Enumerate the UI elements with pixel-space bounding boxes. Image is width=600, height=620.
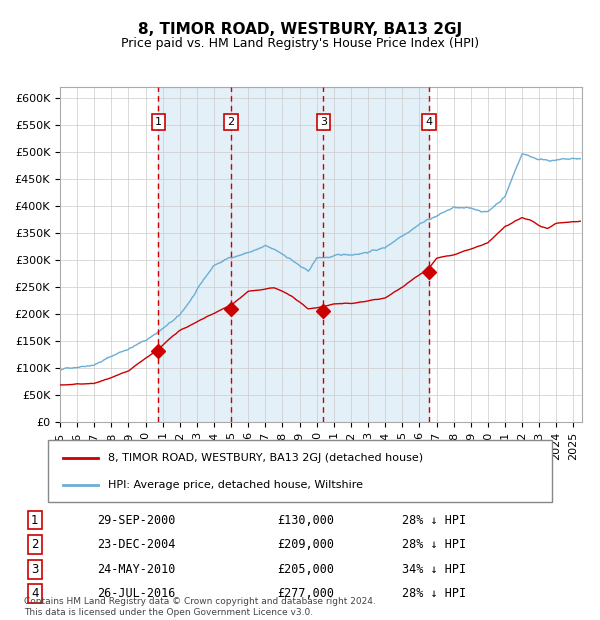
Text: 3: 3 xyxy=(31,562,38,575)
Text: 24-MAY-2010: 24-MAY-2010 xyxy=(97,562,175,575)
Text: 2: 2 xyxy=(31,538,38,551)
Text: Contains HM Land Registry data © Crown copyright and database right 2024.
This d: Contains HM Land Registry data © Crown c… xyxy=(24,598,376,617)
Text: £209,000: £209,000 xyxy=(277,538,334,551)
Text: 29-SEP-2000: 29-SEP-2000 xyxy=(97,513,175,526)
Text: £277,000: £277,000 xyxy=(277,587,334,600)
Text: 4: 4 xyxy=(425,117,433,127)
Text: £205,000: £205,000 xyxy=(277,562,334,575)
Text: 3: 3 xyxy=(320,117,327,127)
Text: 2: 2 xyxy=(227,117,234,127)
Bar xyxy=(158,87,429,422)
Text: 26-JUL-2016: 26-JUL-2016 xyxy=(97,587,175,600)
Text: 28% ↓ HPI: 28% ↓ HPI xyxy=(401,538,466,551)
Text: 28% ↓ HPI: 28% ↓ HPI xyxy=(401,513,466,526)
Text: Price paid vs. HM Land Registry's House Price Index (HPI): Price paid vs. HM Land Registry's House … xyxy=(121,37,479,50)
Text: £130,000: £130,000 xyxy=(277,513,334,526)
Text: 1: 1 xyxy=(31,513,38,526)
Text: 4: 4 xyxy=(31,587,38,600)
Text: 1: 1 xyxy=(155,117,162,127)
Text: HPI: Average price, detached house, Wiltshire: HPI: Average price, detached house, Wilt… xyxy=(109,480,364,490)
Text: 8, TIMOR ROAD, WESTBURY, BA13 2GJ (detached house): 8, TIMOR ROAD, WESTBURY, BA13 2GJ (detac… xyxy=(109,453,424,463)
Text: 8, TIMOR ROAD, WESTBURY, BA13 2GJ: 8, TIMOR ROAD, WESTBURY, BA13 2GJ xyxy=(138,22,462,37)
FancyBboxPatch shape xyxy=(48,440,552,502)
Text: 34% ↓ HPI: 34% ↓ HPI xyxy=(401,562,466,575)
Text: 23-DEC-2004: 23-DEC-2004 xyxy=(97,538,175,551)
Text: 28% ↓ HPI: 28% ↓ HPI xyxy=(401,587,466,600)
